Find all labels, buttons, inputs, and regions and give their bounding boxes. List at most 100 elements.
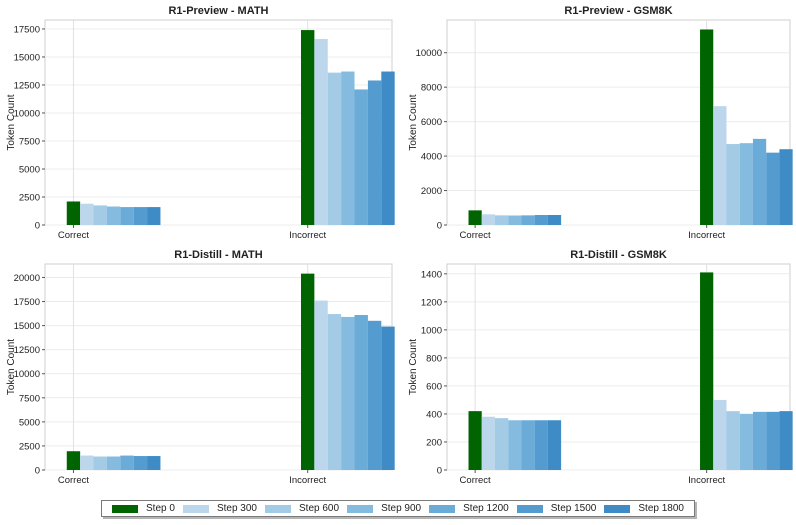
bar-step-1200-incorrect <box>354 315 368 470</box>
bar-step-1200-incorrect <box>752 411 767 470</box>
y-tick-label: 1400 <box>421 269 442 280</box>
bar-step-600-correct <box>494 418 509 470</box>
bar-step-600-incorrect <box>327 314 342 470</box>
bar-step-600-incorrect <box>726 411 740 470</box>
y-tick-label: 1000 <box>421 325 442 336</box>
bar-step-0-correct <box>66 451 81 470</box>
bar-step-1500-incorrect <box>766 152 780 225</box>
bar-step-300-correct <box>481 416 495 470</box>
y-tick-label: 0 <box>437 221 442 232</box>
legend-label: Step 900 <box>381 503 422 514</box>
bar-step-1200-incorrect <box>752 138 767 225</box>
y-tick-label: 17500 <box>14 297 40 308</box>
chart-title: R1-Distill - GSM8K <box>570 249 667 261</box>
y-axis-label: Token Count <box>6 94 17 150</box>
bar-step-300-correct <box>481 214 495 225</box>
x-tick-label: Correct <box>58 230 90 241</box>
bar-step-900-incorrect <box>739 143 753 225</box>
bar-step-1800-incorrect <box>381 326 395 470</box>
y-axis-label: Token Count <box>408 94 419 150</box>
bar-step-0-incorrect <box>700 272 714 470</box>
bar-step-0-correct <box>66 201 81 225</box>
bar-step-1200-correct <box>521 420 535 470</box>
bar-step-1500-incorrect <box>367 320 382 470</box>
bar-step-1200-incorrect <box>354 89 368 225</box>
legend-item: Step 1500 <box>516 503 596 514</box>
legend-item: Step 0 <box>112 503 175 514</box>
y-tick-label: 10000 <box>14 108 40 119</box>
bar-step-300-incorrect <box>314 39 328 225</box>
chart-title: R1-Preview - MATH <box>168 5 268 17</box>
chart-panel-0: 0 2500 5000 7500 10000 12500 15000 17500 Correct… <box>6 5 395 241</box>
y-tick-label: 0 <box>35 466 40 477</box>
bar-step-300-incorrect <box>713 106 727 225</box>
y-tick-label: 6000 <box>421 117 442 128</box>
bar-step-600-correct <box>93 205 107 225</box>
y-tick-label: 7500 <box>19 136 40 147</box>
y-tick-label: 17500 <box>14 24 40 35</box>
bar-step-1800-correct <box>147 456 161 470</box>
bar-step-300-correct <box>80 203 94 225</box>
bar-step-0-incorrect <box>300 273 315 470</box>
y-tick-label: 12500 <box>14 80 40 91</box>
y-tick-label: 20000 <box>14 273 40 284</box>
bar-step-1500-correct <box>534 215 548 225</box>
y-tick-label: 10000 <box>14 369 40 380</box>
legend-label: Step 1200 <box>463 503 509 514</box>
legend-swatch <box>516 504 543 513</box>
x-tick-label: Incorrect <box>289 230 326 241</box>
chart-panel-1: 0 2000 4000 6000 8000 10000 Correct Incorrect R1… <box>408 5 793 241</box>
y-tick-label: 10000 <box>416 48 442 59</box>
bar-step-1500-correct <box>133 456 148 470</box>
legend: Step 0 Step 300 Step 600 Step 900 Step 1200 S… <box>101 500 695 517</box>
bar-step-0-incorrect <box>300 30 315 225</box>
x-tick-label: Incorrect <box>289 475 326 486</box>
bar-step-1800-incorrect <box>381 71 395 225</box>
legend-swatch <box>182 504 209 513</box>
chart-panel-3: 0 200 400 600 800 1000 1200 1400 Correct Incorrec… <box>408 249 793 486</box>
y-tick-label: 7500 <box>19 393 40 404</box>
x-tick-label: Incorrect <box>688 475 725 486</box>
y-axis-label: Token Count <box>408 339 419 395</box>
bar-step-300-incorrect <box>314 300 328 470</box>
bar-step-300-incorrect <box>713 399 727 470</box>
y-tick-label: 15000 <box>14 321 40 332</box>
x-tick-label: Correct <box>460 230 492 241</box>
bar-step-1500-correct <box>133 207 148 225</box>
chart-panel-2: 0 2500 5000 7500 10000 12500 15000 17500 20000 Co… <box>6 249 395 486</box>
legend-item: Step 300 <box>182 503 257 514</box>
bar-step-1200-correct <box>120 455 134 470</box>
bar-step-1500-incorrect <box>367 80 382 225</box>
y-tick-label: 0 <box>35 221 40 232</box>
y-axis-label: Token Count <box>6 339 17 395</box>
bar-step-1800-correct <box>147 207 161 225</box>
legend-swatch <box>112 504 138 513</box>
y-tick-label: 4000 <box>421 152 442 163</box>
y-tick-label: 0 <box>437 466 442 477</box>
bar-step-0-correct <box>468 411 482 470</box>
bar-step-300-correct <box>80 455 94 470</box>
y-tick-label: 400 <box>426 409 442 420</box>
legend-item: Step 600 <box>265 503 339 514</box>
x-tick-label: Incorrect <box>688 230 725 241</box>
bar-step-900-incorrect <box>341 316 355 470</box>
bar-step-1500-incorrect <box>766 411 780 470</box>
bar-step-900-incorrect <box>739 413 753 470</box>
y-tick-label: 8000 <box>421 83 442 94</box>
y-tick-label: 2500 <box>19 441 40 452</box>
x-tick-label: Correct <box>460 475 492 486</box>
bar-step-600-incorrect <box>327 72 342 226</box>
chart-title: R1-Distill - MATH <box>174 249 262 261</box>
bar-step-1800-correct <box>547 215 562 225</box>
y-tick-label: 200 <box>426 437 442 448</box>
legend-label: Step 600 <box>299 503 340 514</box>
bar-step-1500-correct <box>534 420 548 470</box>
legend-label: Step 1800 <box>638 503 684 514</box>
y-tick-label: 600 <box>426 381 442 392</box>
bar-step-1800-correct <box>547 420 562 470</box>
bar-step-600-correct <box>93 456 107 470</box>
y-tick-label: 2000 <box>421 186 442 197</box>
bar-step-600-correct <box>494 215 509 225</box>
legend-item: Step 900 <box>347 503 421 514</box>
y-tick-label: 800 <box>426 353 442 364</box>
